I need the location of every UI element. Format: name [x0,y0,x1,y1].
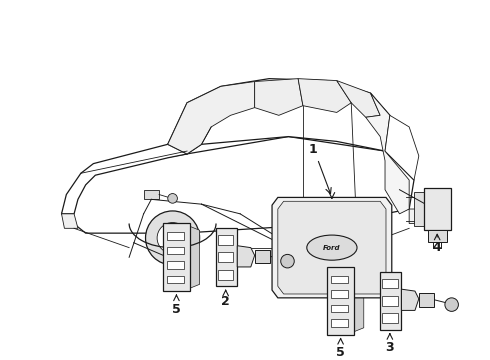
Polygon shape [354,270,364,332]
Text: 2: 2 [221,295,230,308]
Polygon shape [216,228,237,286]
Circle shape [338,224,365,252]
Polygon shape [62,136,414,233]
Polygon shape [331,305,348,312]
Polygon shape [168,81,255,154]
Text: 5: 5 [336,346,345,359]
Polygon shape [409,209,422,224]
Polygon shape [366,93,409,214]
Polygon shape [272,197,392,298]
Circle shape [146,211,199,265]
Polygon shape [218,270,233,279]
Polygon shape [278,201,386,294]
Circle shape [327,214,375,262]
Polygon shape [380,272,401,330]
Polygon shape [298,78,351,112]
Circle shape [281,255,294,268]
Polygon shape [62,141,187,214]
Polygon shape [167,232,184,240]
Polygon shape [62,214,78,228]
Polygon shape [385,115,419,180]
Polygon shape [167,261,184,269]
Text: 3: 3 [386,341,394,354]
Polygon shape [382,296,397,306]
Polygon shape [327,267,354,334]
Polygon shape [167,247,184,255]
Text: Ford: Ford [323,245,341,251]
Polygon shape [414,192,424,226]
Polygon shape [167,276,184,283]
Polygon shape [401,289,419,310]
Circle shape [157,222,188,253]
Polygon shape [331,319,348,327]
Polygon shape [190,226,199,288]
Polygon shape [337,81,380,117]
Text: 5: 5 [172,303,181,316]
Circle shape [168,194,177,203]
Polygon shape [382,313,397,323]
Polygon shape [427,230,447,242]
Polygon shape [237,246,255,267]
Polygon shape [144,190,159,199]
Text: 1: 1 [308,143,317,156]
Polygon shape [419,293,434,307]
Polygon shape [218,235,233,245]
Polygon shape [424,188,451,230]
Ellipse shape [307,235,357,260]
Polygon shape [218,252,233,262]
Text: 4: 4 [433,241,441,254]
Circle shape [445,298,459,311]
Polygon shape [382,279,397,288]
Polygon shape [168,78,390,154]
Polygon shape [255,78,303,115]
Polygon shape [163,224,190,291]
Polygon shape [331,276,348,283]
Polygon shape [331,290,348,298]
Polygon shape [255,249,270,263]
